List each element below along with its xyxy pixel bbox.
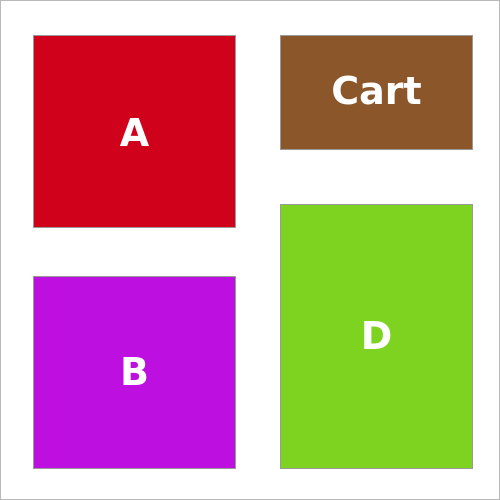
tile-d-label: D (360, 313, 393, 358)
tile-b-button[interactable]: B (33, 276, 236, 469)
tile-a-label: A (119, 110, 150, 155)
tile-a-button[interactable]: A (33, 35, 236, 228)
cart-button[interactable]: Cart (280, 35, 473, 150)
tile-d-button[interactable]: D (280, 204, 473, 469)
tile-b-label: B (120, 349, 149, 394)
cart-label: Cart (331, 68, 422, 113)
